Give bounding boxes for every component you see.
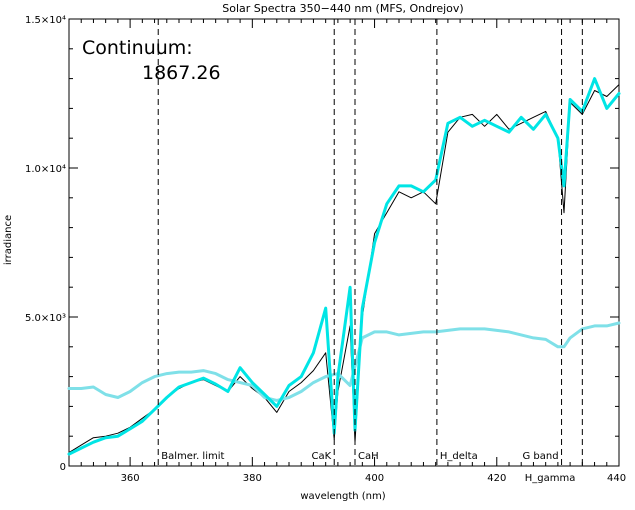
x-tick-label: 420	[487, 473, 506, 484]
x-tick-label: 440	[607, 473, 626, 484]
line-marker-label: CaH	[358, 451, 379, 462]
y-axis-label: irradiance	[3, 215, 14, 265]
series-line-3	[67, 77, 621, 456]
continuum-label: Continuum:	[82, 37, 193, 59]
x-axis-label: wavelength (nm)	[300, 491, 385, 502]
x-tick-label: 360	[121, 473, 140, 484]
line-marker-label: H_delta	[440, 451, 478, 462]
y-tick-label: 5.0×10³	[25, 313, 66, 324]
x-tick-label: 400	[365, 473, 384, 484]
line-marker-label: H_gamma	[525, 473, 576, 484]
y-tick-label: 1.5×10⁴	[25, 15, 66, 26]
line-marker-label: CaK	[312, 451, 332, 462]
series-line-2	[67, 321, 621, 402]
plot-frame	[68, 18, 620, 467]
plot-area: 360 380 400 420 440 0 5.0×10³ 1.0×10⁴ 1.5×10⁴ Bal…	[25, 15, 626, 484]
line-marker-label: G band	[522, 451, 558, 462]
series-line-1	[68, 84, 620, 454]
line-marker-label: Balmer. limit	[161, 451, 224, 462]
x-tick-label: 380	[243, 473, 262, 484]
continuum-value: 1867.26	[142, 62, 221, 84]
chart-title: Solar Spectra 350−440 nm (MFS, Ondrejov)	[222, 2, 463, 15]
y-tick-label: 1.0×10⁴	[25, 164, 66, 175]
y-tick-label: 0	[60, 462, 66, 473]
